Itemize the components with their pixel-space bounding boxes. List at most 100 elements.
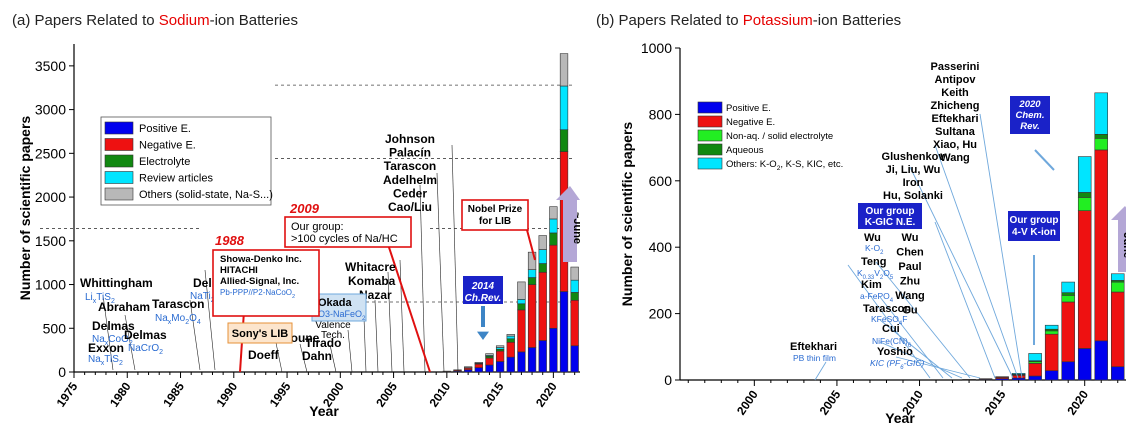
box-1988-formula-part: CoO	[276, 288, 292, 297]
bar-segment	[1095, 150, 1108, 341]
annotation-whittingham: Whittingham	[80, 276, 153, 290]
box-1988-line: HITACHI	[220, 265, 258, 276]
bar-segment	[571, 346, 579, 372]
y-tick-label: 0	[58, 364, 66, 380]
legend-label: Positive E.	[726, 103, 771, 114]
annotation-researcher: Glushenkov	[882, 151, 946, 163]
annotation-leader-line	[935, 222, 995, 378]
y-tick-label: 0	[664, 372, 672, 388]
box-1988-line: Showa-Denko Inc.	[220, 254, 302, 265]
annotation-leader-line	[437, 173, 444, 372]
legend-swatch	[105, 188, 133, 200]
legend-label: Others: K-O2, K-S, KIC, etc.	[726, 159, 843, 172]
x-tick-label: 2005	[817, 387, 844, 417]
y-tick-label: 3500	[35, 58, 66, 74]
annotation-eftekhari: Eftekhari	[790, 341, 837, 353]
bar-segment	[475, 368, 483, 372]
chemrev-line: Chem.	[1015, 110, 1044, 121]
legend-swatch	[698, 116, 722, 127]
box-1988-formula-part: Pb-PPP//P2-Na	[220, 288, 276, 297]
bar-segment	[1111, 367, 1124, 380]
bar-segment	[1078, 348, 1091, 380]
bar-segment	[1095, 138, 1108, 150]
x-tick-label: 1995	[267, 379, 294, 409]
annotation-nati2po4-part: NaTi	[190, 291, 211, 302]
x-axis-title: Year	[885, 410, 915, 424]
y-tick-label: 1000	[35, 277, 66, 293]
bar-segment	[528, 270, 536, 278]
y-tick-label: 200	[649, 306, 673, 322]
chart-sodium: 05001000150020002500300035001975 1980 1985…	[0, 0, 580, 424]
bar-segment	[518, 282, 526, 299]
bar-segment	[475, 362, 483, 363]
bar-segment	[1045, 331, 1058, 334]
bar-segment	[528, 278, 536, 285]
annotation-pb-film: PB thin film	[793, 353, 836, 363]
annotation-researcher: Antipov	[935, 74, 977, 86]
annotation-naxtis2-part: Na	[88, 354, 101, 365]
annotation-leader-line	[452, 145, 458, 372]
bar-segment	[539, 272, 547, 340]
june-arrow-head	[556, 186, 580, 200]
annotation-naxmo2o4-part: Na	[155, 313, 168, 324]
annotation-researcher: Xiao, Hu	[933, 139, 977, 151]
y-tick-label: 2000	[35, 189, 66, 205]
y-tick-label: 800	[649, 106, 673, 122]
y-axis-title: Number of scientific papers	[619, 122, 635, 307]
annotation-year-1988: 1988	[215, 233, 245, 248]
bar-segment	[518, 310, 526, 352]
bar-segment	[539, 236, 547, 250]
annotation-researcher: Keith	[941, 87, 969, 99]
annotation-yoshio-formula-part: KIC (PF	[870, 358, 901, 368]
annotation-leader-line	[980, 114, 1022, 378]
legend-label: Negative E.	[726, 117, 775, 128]
legend-swatch	[105, 139, 133, 151]
annotation-yoshio-formula: KIC (PF6-GIC)	[870, 358, 924, 371]
annotation-researcher: Paul	[898, 261, 921, 273]
legend-label: Electrolyte	[139, 156, 190, 168]
x-tick-label: 2020	[1064, 387, 1091, 417]
y-tick-label: 1000	[641, 40, 672, 56]
annotation-komaba: Komaba	[348, 274, 396, 288]
bar-segment	[496, 351, 504, 361]
bar-segment	[1062, 362, 1075, 380]
annotation-researcher: Chen	[896, 247, 924, 259]
legend-label: Negative E.	[139, 140, 196, 152]
annotation-researcher: Cao/Liu	[388, 200, 432, 214]
bar-segment	[464, 367, 472, 368]
bar-segment	[539, 341, 547, 372]
rev-leader-line	[1035, 150, 1054, 170]
annotation-dahn: Dahn	[302, 349, 332, 363]
legend-label: Non-aq. / solid electrolyte	[726, 131, 833, 142]
x-tick-label: 2000	[734, 387, 761, 417]
annotation-abraham: Abraham	[98, 300, 150, 314]
legend-swatch	[105, 122, 133, 134]
annotation-researcher: Iron	[903, 177, 924, 189]
bar-segment	[486, 365, 494, 372]
nobel-line: Nobel Prize	[468, 204, 523, 215]
bar-segment	[560, 86, 568, 130]
annotation-cui: Cui	[882, 323, 900, 335]
bar-segment	[1045, 371, 1058, 380]
bar-segment	[1095, 134, 1108, 138]
box-1988-line: Allied-Signal, Inc.	[220, 276, 299, 287]
annotation-researcher: Hu, Solanki	[883, 190, 943, 202]
bar-segment	[528, 348, 536, 372]
bar-segment	[550, 328, 558, 372]
legend-label: Positive E.	[139, 123, 191, 135]
chemrev-line: Rev.	[1020, 121, 1040, 132]
bar-segment	[518, 299, 526, 303]
bar-segment	[571, 300, 579, 345]
annotation-nacro2: NaCrO2	[128, 343, 163, 356]
nobel-line: for LIB	[479, 216, 511, 227]
bar-segment	[979, 379, 992, 380]
annotation-researcher: Wang	[895, 290, 925, 302]
x-tick-label: 1985	[160, 379, 187, 409]
bar-segment	[1012, 373, 1025, 374]
bar-segment	[539, 264, 547, 273]
chart-potassium: 020040060080010002000 2005 2010 2015 2020Yea…	[580, 0, 1126, 424]
bar-segment	[1012, 375, 1025, 378]
annotation-naxmo2o4-part: 4	[197, 319, 201, 326]
x-tick-label: 1980	[107, 379, 134, 409]
annotation-whitacre: Whitacre	[345, 260, 396, 274]
